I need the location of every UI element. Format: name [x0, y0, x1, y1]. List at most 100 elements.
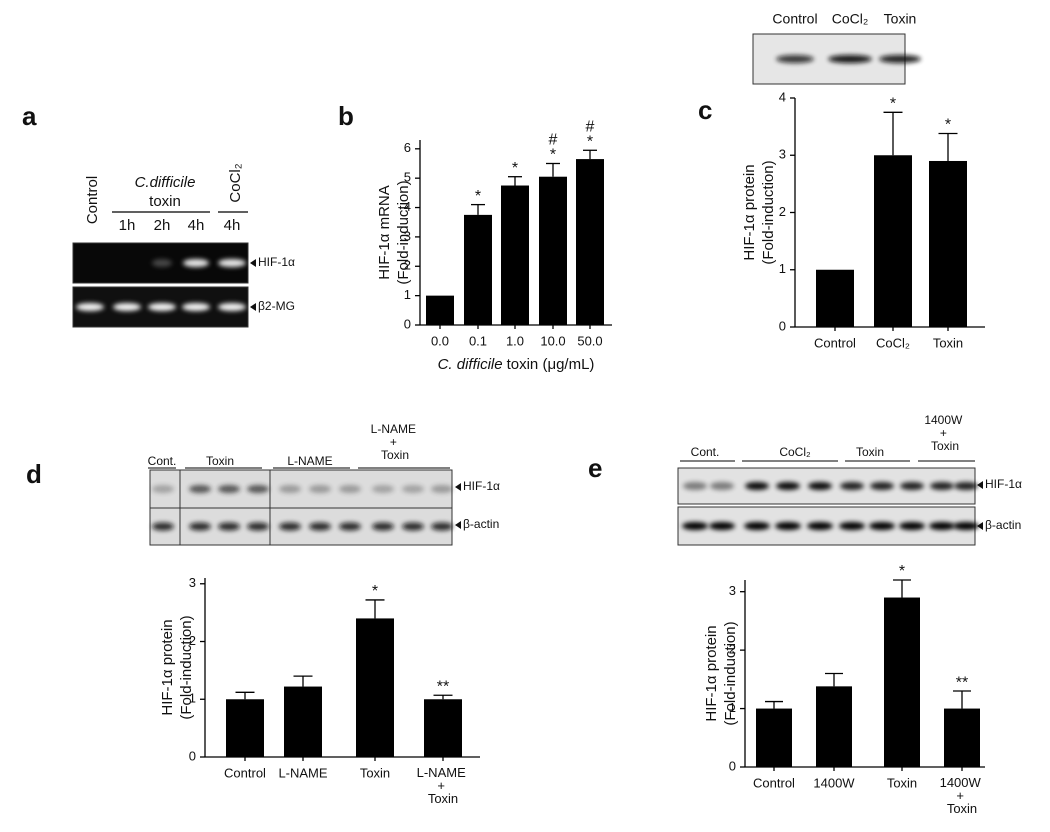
bar — [464, 214, 492, 325]
bar — [874, 155, 912, 327]
y-axis-label: HIF-1α mRNA — [376, 185, 393, 280]
lane-label: C.difficile — [135, 174, 196, 191]
band — [247, 522, 269, 531]
y-axis-label: HIF-1α protein — [159, 619, 176, 715]
y-tick-label: 3 — [729, 583, 736, 598]
band — [745, 482, 769, 490]
significance: * — [899, 563, 905, 580]
x-tick-label: 0.1 — [469, 333, 487, 348]
band — [218, 522, 240, 531]
x-tick-label: Toxin — [933, 335, 963, 350]
group-label: Cont. — [691, 445, 720, 459]
y-axis-label: HIF-1α protein — [741, 164, 758, 260]
significance: # — [549, 132, 558, 149]
band — [709, 522, 735, 530]
row-label: HIF-1α — [258, 255, 295, 269]
bar — [356, 618, 394, 757]
bar — [226, 699, 264, 757]
y-tick-label: 1 — [779, 261, 786, 276]
band — [76, 303, 104, 311]
panel-letter: e — [588, 453, 602, 483]
label-line: L-NAME — [417, 765, 470, 780]
label-line: Toxin — [428, 791, 458, 806]
x-tick-label: Toxin — [887, 775, 917, 790]
band — [840, 482, 864, 490]
x-tick-label: 0.0 — [431, 333, 449, 348]
lane-label: 4h — [224, 217, 241, 234]
arrowhead — [455, 483, 461, 491]
significance: * — [587, 133, 593, 150]
y-tick-label: 0 — [189, 748, 196, 763]
band — [218, 485, 240, 493]
y-tick-label: 4 — [404, 199, 411, 214]
band — [899, 522, 925, 530]
significance: ** — [437, 678, 449, 695]
significance: * — [890, 96, 896, 113]
significance: * — [550, 147, 556, 164]
lane-label: CoCl₂ — [832, 11, 869, 27]
group-label: Toxin — [206, 454, 234, 468]
y-axis-label: (Fold-induction) — [722, 621, 739, 725]
y-tick-label: 2 — [729, 642, 736, 657]
group-label: Cont. — [148, 454, 177, 468]
row-label: β-actin — [985, 518, 1021, 532]
bar — [426, 295, 454, 325]
y-tick-label: 3 — [779, 147, 786, 162]
band — [182, 303, 210, 311]
band — [744, 522, 770, 530]
band — [339, 485, 361, 493]
label-line: + — [956, 788, 967, 803]
lane-label: 1h — [119, 217, 136, 234]
bar — [501, 185, 529, 325]
band — [113, 303, 141, 311]
lane-label: Control — [84, 176, 101, 224]
bar — [539, 176, 567, 325]
band — [309, 485, 331, 493]
band — [218, 259, 246, 267]
lane-label: 2h — [154, 217, 171, 234]
x-tick-label: L-NAME + Toxin — [417, 765, 470, 806]
band — [402, 522, 424, 531]
band — [807, 522, 833, 530]
band — [218, 303, 246, 311]
group-label: L-NAME — [287, 454, 332, 468]
label-line: L-NAME — [371, 422, 420, 436]
band — [828, 55, 872, 63]
label-line: 1400W — [940, 775, 985, 790]
lane-label: toxin — [149, 193, 181, 210]
bar — [929, 160, 967, 327]
x-tick-label: Control — [814, 335, 856, 350]
band — [775, 522, 801, 530]
x-tick-label: Control — [753, 775, 795, 790]
significance: # — [586, 118, 595, 135]
y-tick-label: 3 — [404, 228, 411, 243]
row-label: β2-MG — [258, 299, 295, 313]
band — [808, 482, 832, 490]
band — [839, 522, 865, 530]
x-tick-label: L-NAME — [278, 765, 327, 780]
y-axis-label: (Fold-induction) — [760, 160, 777, 264]
lane-label: Control — [772, 11, 817, 27]
x-axis-label-rest: toxin (μg/mL) — [507, 356, 595, 373]
y-tick-label: 0 — [729, 758, 736, 773]
arrowhead — [977, 522, 983, 530]
band — [189, 522, 211, 531]
y-tick-label: 4 — [779, 89, 786, 104]
x-tick-label: 10.0 — [540, 333, 565, 348]
label-line: + — [390, 435, 400, 449]
band — [930, 482, 954, 490]
band — [431, 522, 453, 531]
y-tick-label: 2 — [779, 204, 786, 219]
bar — [816, 269, 854, 327]
band — [183, 259, 209, 267]
group-label: L-NAME + Toxin — [371, 422, 420, 462]
panel-letter: c — [698, 95, 712, 125]
bar — [424, 699, 462, 757]
x-tick-label: 1400W + Toxin — [940, 775, 985, 816]
label-line: Toxin — [931, 439, 959, 453]
y-tick-label: 1 — [404, 287, 411, 302]
panel-letter: b — [338, 101, 354, 131]
y-axis-label: HIF-1α protein — [703, 625, 720, 721]
band — [682, 522, 708, 530]
